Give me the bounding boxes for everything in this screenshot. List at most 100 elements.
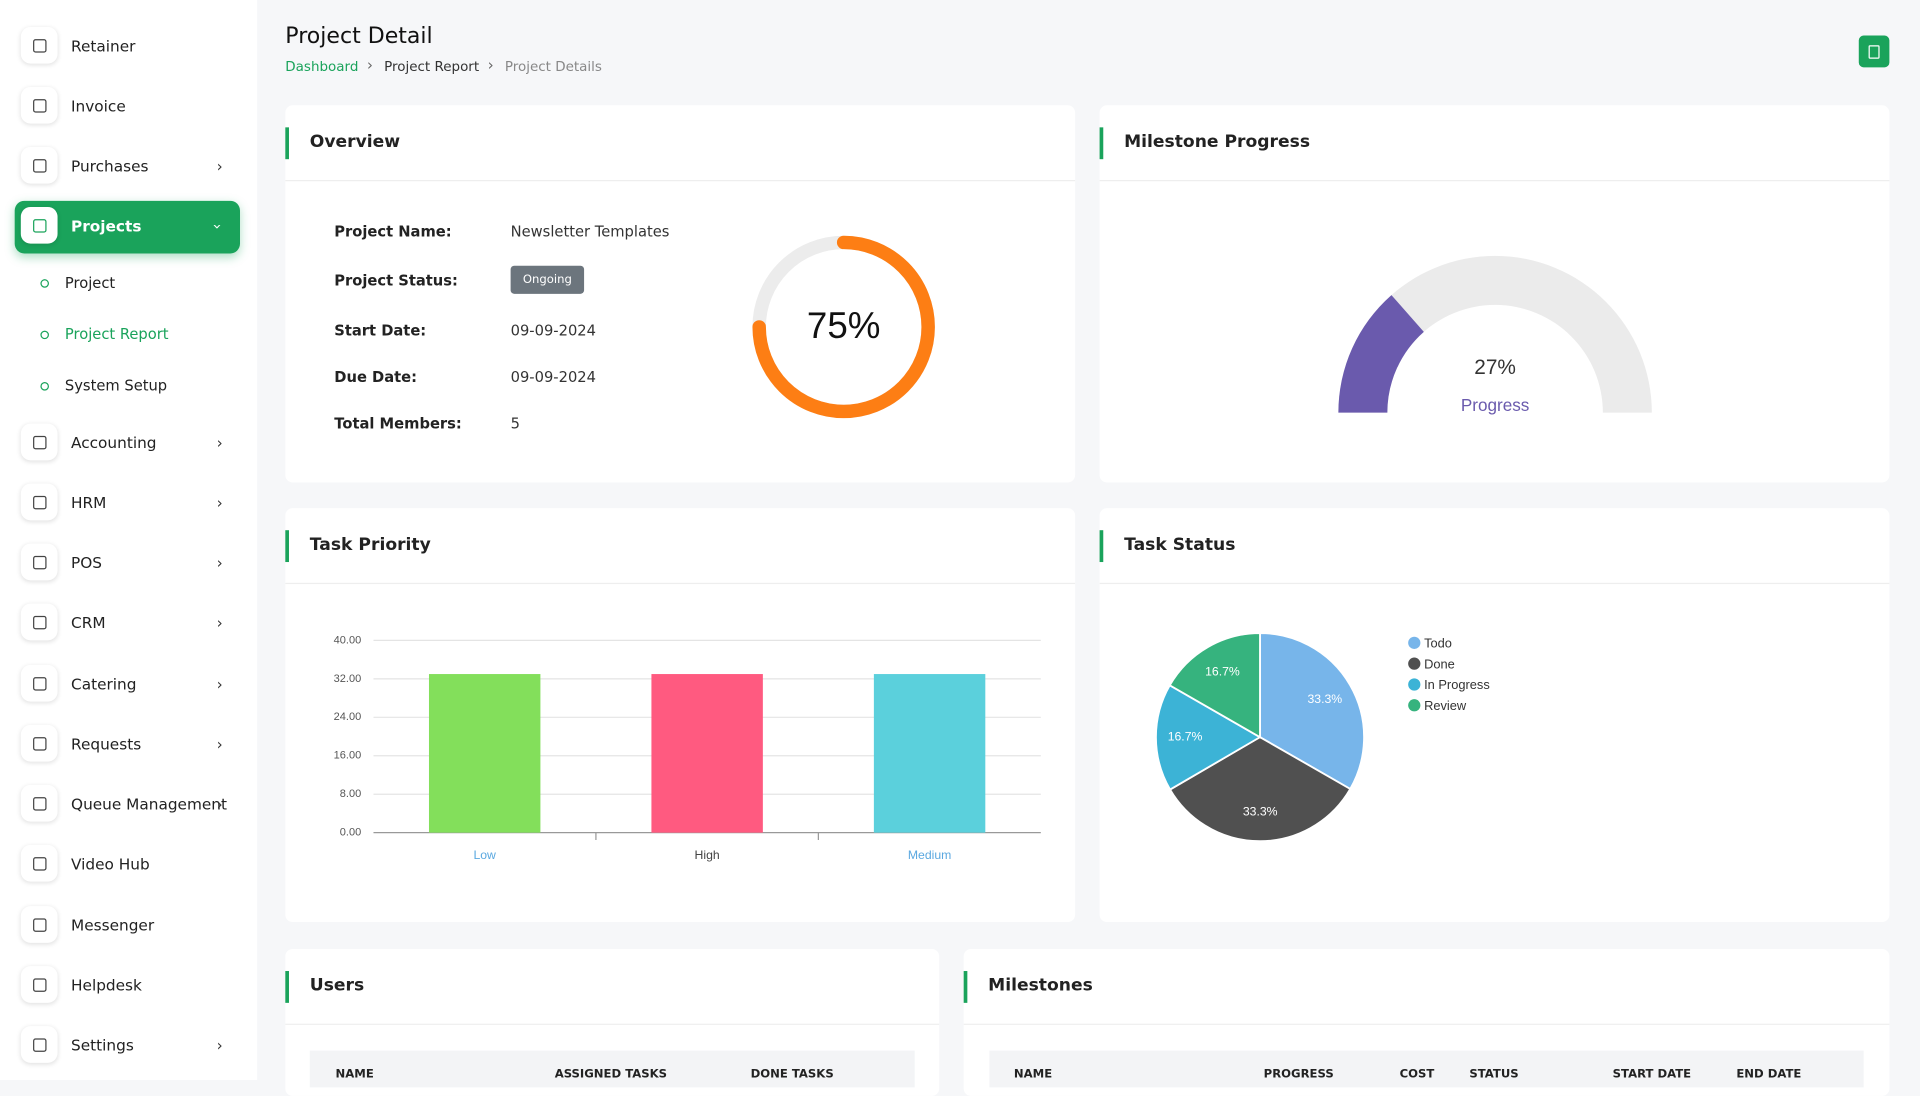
- card-accent: [285, 971, 289, 1003]
- menu-icon-glyph: [33, 159, 47, 173]
- menu-icon-glyph: [33, 677, 47, 691]
- submenu-dot: [40, 382, 49, 391]
- card-divider: [285, 582, 1076, 585]
- card-title: Milestone Progress: [1124, 132, 1311, 152]
- menu-icon[interactable]: [20, 844, 58, 882]
- menu-icon[interactable]: [20, 423, 58, 461]
- menu-item[interactable]: Messenger: [71, 915, 155, 935]
- menu-icon[interactable]: [20, 784, 58, 822]
- field-value: 5: [510, 415, 520, 433]
- card: [285, 508, 1076, 923]
- menu-icon-glyph: [33, 219, 47, 233]
- card-divider: [963, 1023, 1890, 1025]
- field-label: Total Members:: [334, 415, 462, 433]
- menu-icon[interactable]: [20, 483, 58, 521]
- card-accent: [963, 971, 968, 1003]
- submenu-item[interactable]: System Setup: [64, 377, 168, 395]
- table-header: PROGRESS: [1263, 1067, 1334, 1082]
- menu-icon[interactable]: [20, 146, 58, 184]
- card: [1099, 105, 1890, 483]
- submenu-dot: [40, 279, 49, 288]
- card-accent: [285, 530, 289, 563]
- menu-icon-glyph: [33, 555, 47, 570]
- card: [285, 105, 1076, 483]
- field-value: Newsletter Templates: [510, 222, 670, 240]
- breadcrumb-item[interactable]: Project Report: [384, 58, 480, 75]
- menu-icon-glyph: [33, 615, 47, 630]
- card-divider: [285, 1023, 940, 1025]
- card-accent: [1099, 530, 1104, 563]
- menu-arrow: ›: [216, 795, 223, 814]
- table-header: NAME: [1013, 1067, 1053, 1082]
- menu-icon-glyph: [33, 39, 47, 53]
- menu-arrow: ›: [216, 675, 223, 694]
- submenu-item[interactable]: Project: [64, 274, 116, 292]
- menu-icon[interactable]: [20, 966, 58, 1003]
- table-header: COST: [1399, 1067, 1435, 1082]
- menu-item[interactable]: Settings: [71, 1035, 134, 1055]
- card-accent: [1099, 127, 1104, 160]
- status-badge: [510, 265, 585, 294]
- card-title: Task Priority: [309, 535, 431, 555]
- field-label: Due Date:: [334, 368, 418, 386]
- menu-item[interactable]: Invoice: [71, 96, 126, 116]
- menu-icon[interactable]: [20, 603, 58, 641]
- menu-item[interactable]: Video Hub: [71, 854, 150, 874]
- export-icon: [1868, 45, 1880, 59]
- menu-icon-glyph: [33, 495, 47, 510]
- menu-item[interactable]: Accounting: [71, 433, 157, 452]
- table-header: ASSIGNED TASKS: [554, 1067, 668, 1082]
- menu-icon-glyph: [33, 435, 47, 450]
- field-value: Ongoing: [522, 273, 572, 287]
- menu-icon[interactable]: [20, 724, 58, 762]
- menu-icon-glyph: [33, 978, 47, 992]
- menu-icon-glyph: [33, 737, 47, 751]
- menu-icon[interactable]: [20, 206, 58, 244]
- menu-icon[interactable]: [20, 86, 58, 124]
- card-divider: [285, 180, 1076, 182]
- page-title: Project Detail: [285, 23, 433, 49]
- table-header: STATUS: [1469, 1067, 1519, 1082]
- card: [1099, 508, 1890, 923]
- menu-arrow: ›: [216, 157, 223, 176]
- table-header: NAME: [335, 1067, 374, 1082]
- menu-icon[interactable]: [20, 26, 58, 64]
- card-title: Overview: [309, 132, 401, 152]
- menu-item[interactable]: Retainer: [71, 36, 136, 56]
- menu-icon[interactable]: [20, 664, 58, 702]
- menu-icon[interactable]: [20, 906, 58, 943]
- menu-icon-glyph: [33, 1038, 47, 1052]
- card-divider: [1099, 582, 1890, 585]
- submenu-item[interactable]: Project Report: [64, 325, 169, 343]
- menu-icon-glyph: [33, 857, 47, 871]
- menu-item[interactable]: Purchases: [71, 156, 149, 176]
- breadcrumb-item: Project Details: [504, 58, 602, 75]
- field-value: 09-09-2024: [510, 368, 597, 386]
- menu-arrow: ›: [216, 735, 223, 754]
- field-value: 09-09-2024: [510, 322, 597, 340]
- table-header: END DATE: [1736, 1067, 1802, 1082]
- submenu-dot: [40, 330, 49, 340]
- export-button[interactable]: [1858, 35, 1890, 68]
- card-title: Task Status: [1124, 535, 1236, 555]
- menu-arrow: ›: [216, 614, 223, 632]
- menu-item[interactable]: CRM: [71, 613, 106, 632]
- menu-item[interactable]: Helpdesk: [71, 975, 142, 995]
- table-header: START DATE: [1612, 1067, 1692, 1082]
- menu-item[interactable]: Projects: [71, 216, 142, 236]
- card-title: Users: [309, 975, 365, 996]
- table-header: DONE TASKS: [750, 1067, 834, 1082]
- menu-item[interactable]: POS: [71, 553, 103, 572]
- menu-item[interactable]: Catering: [71, 674, 137, 694]
- menu-item[interactable]: Requests: [71, 734, 142, 754]
- menu-icon[interactable]: [20, 1026, 58, 1063]
- field-label: Start Date:: [334, 322, 427, 340]
- menu-item[interactable]: Queue Management: [71, 794, 228, 814]
- breadcrumb-item[interactable]: Dashboard: [285, 58, 359, 75]
- menu-arrow: ›: [216, 494, 223, 512]
- field-label: Project Name:: [334, 222, 452, 240]
- menu-icon[interactable]: [20, 543, 58, 581]
- card-accent: [285, 127, 289, 160]
- menu-item[interactable]: HRM: [71, 493, 107, 512]
